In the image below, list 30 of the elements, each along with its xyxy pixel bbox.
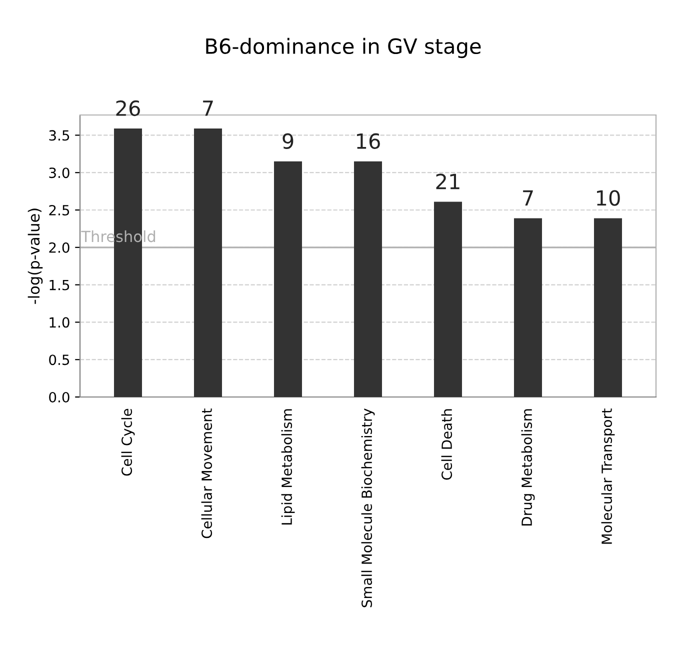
x-tick-label: Cellular Movement — [201, 408, 212, 538]
y-tick-label: 1.5 — [50, 280, 70, 290]
y-tick-label: 0.0 — [49, 392, 70, 402]
bar — [194, 128, 222, 397]
x-tick-label: Small Molecule Biochemistry — [361, 408, 375, 608]
x-tick-label: Cell Death — [441, 409, 452, 480]
annotation: 10 — [597, 190, 620, 206]
annotation: 21 — [436, 174, 460, 190]
annotation: 26 — [116, 100, 140, 116]
y-tick-label: 0.5 — [49, 354, 70, 366]
x-tick-label: Cell Cycle — [121, 408, 135, 476]
bar — [434, 202, 462, 397]
y-axis-title: -log(p-value) — [28, 208, 43, 304]
bar — [274, 161, 302, 397]
bar — [514, 218, 542, 397]
y-tick-label: 2.0 — [49, 242, 70, 253]
bar — [354, 161, 382, 397]
x-tick-label: Molecular Transport — [601, 408, 615, 544]
bar — [594, 218, 622, 397]
chart-title: B6-dominance in GV stage — [206, 38, 481, 58]
annotation: 16 — [357, 133, 380, 150]
y-tick-label: 3.5 — [49, 130, 70, 141]
annotation: 7 — [203, 100, 213, 116]
y-tick-label: 1.0 — [50, 317, 70, 328]
y-tick-label: 3.0 — [49, 168, 70, 178]
x-tick-label: Lipid Metabolism — [281, 409, 295, 525]
x-tick-label: Drug Metabolism — [521, 409, 535, 526]
annotation: 7 — [523, 190, 533, 206]
y-tick-label: 2.5 — [49, 204, 70, 216]
annotation: 9 — [282, 133, 294, 150]
